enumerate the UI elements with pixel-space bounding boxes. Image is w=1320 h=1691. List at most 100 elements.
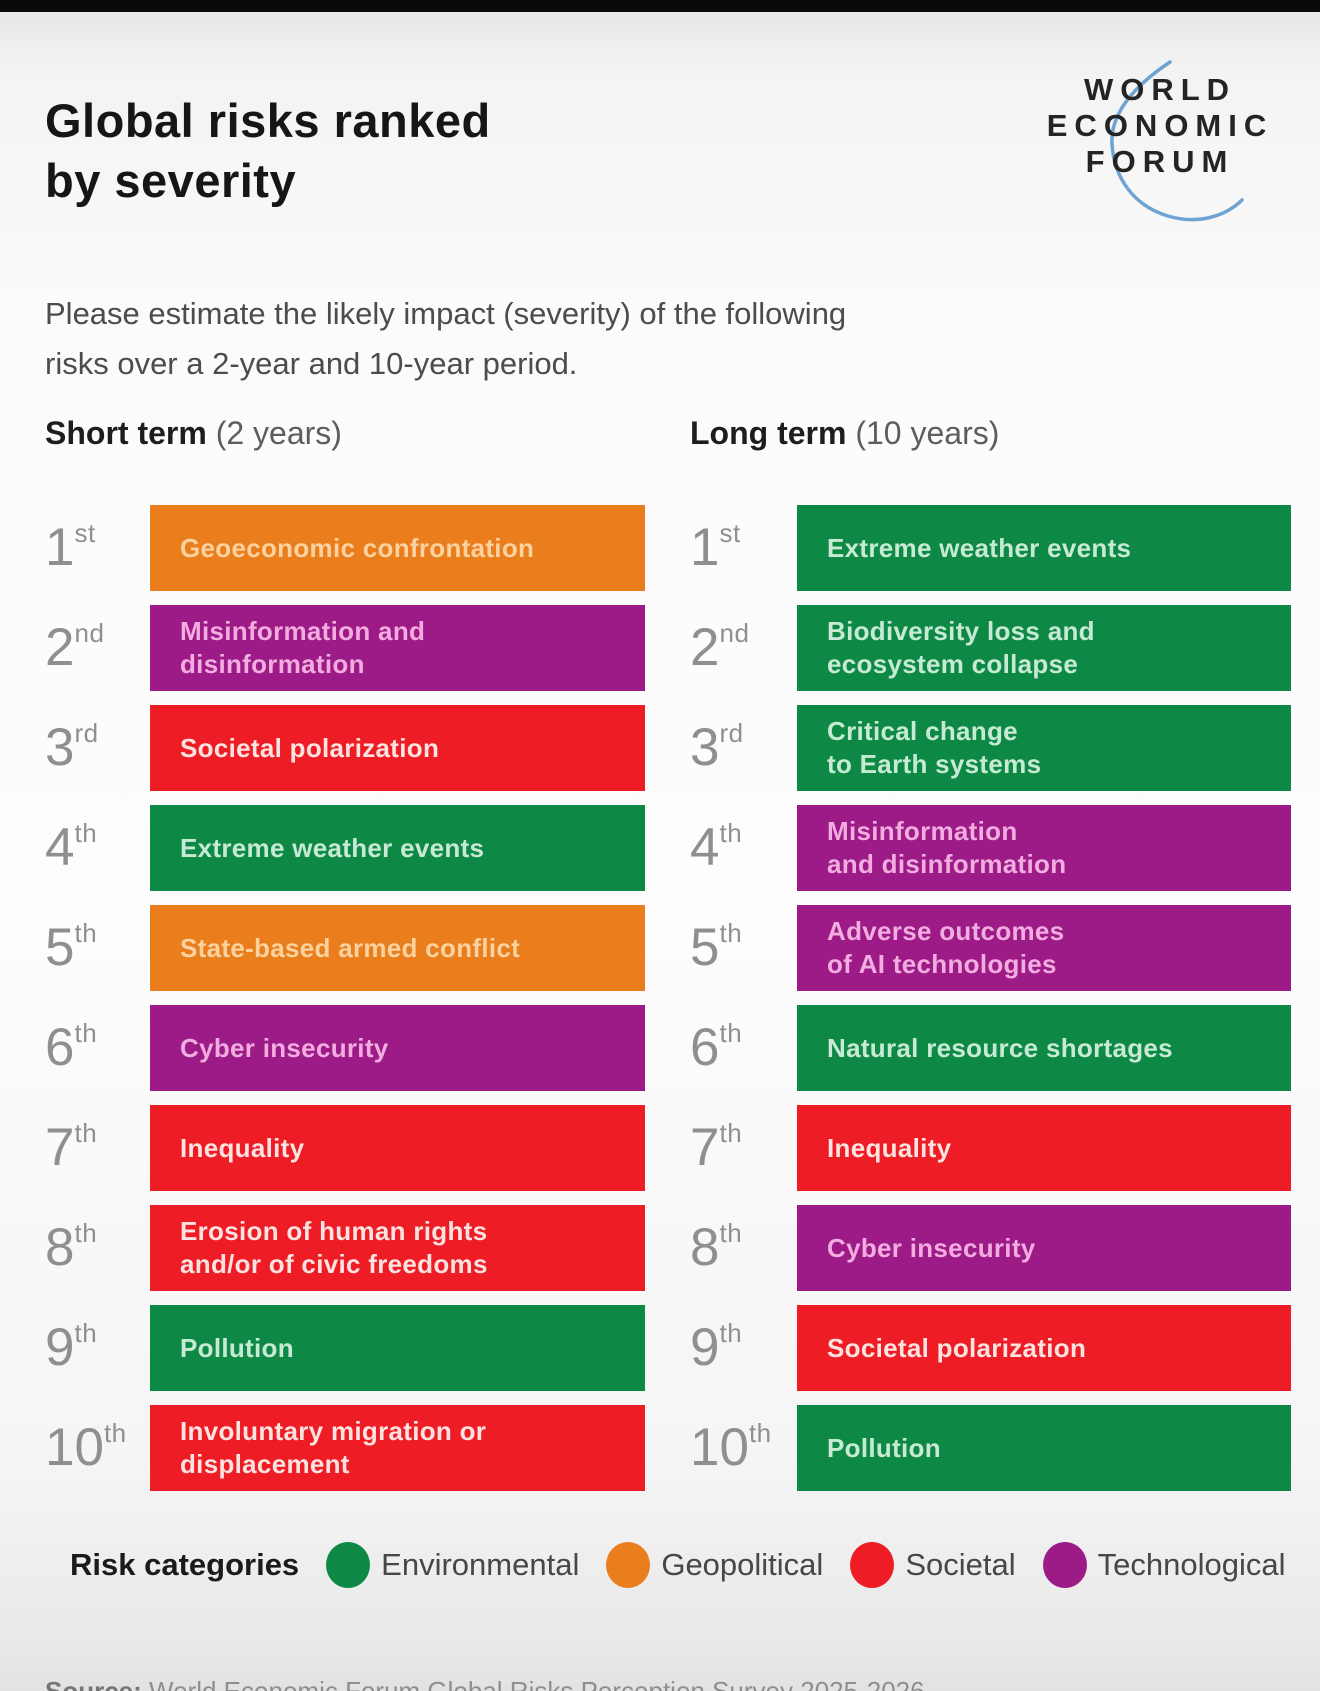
rank-suffix: st [74, 518, 96, 548]
rank-number: 1 [690, 518, 720, 577]
rank-label: 10th [690, 1405, 797, 1491]
technological-dot-icon [1042, 1542, 1087, 1588]
rank-label: 8th [45, 1205, 150, 1291]
risk-label-line1: State-based armed conflict [180, 932, 521, 963]
rank-number: 5 [690, 918, 720, 977]
risk-label-line1: Misinformation [827, 816, 1018, 846]
risk-bar: Inequality [797, 1105, 1291, 1191]
rank-number: 4 [690, 818, 720, 877]
rank-number: 10 [45, 1418, 104, 1477]
page-title-line2: by severity [45, 154, 297, 208]
rank-label: 9th [45, 1305, 150, 1391]
wef-logo-line3: FORUM [1085, 144, 1235, 179]
legend-label-technological: Technological [1097, 1547, 1286, 1582]
short-term-rows: 1st Geoeconomic confrontation 2nd Misinf… [45, 505, 645, 1491]
top-black-bar [0, 0, 1320, 12]
risk-label-line1: Pollution [827, 1432, 941, 1463]
risk-bar: Erosion of human rights and/or of civic … [150, 1205, 645, 1291]
rank-number: 2 [690, 618, 720, 677]
risk-bar: Cyber insecurity [150, 1005, 645, 1091]
short-term-column: Short term (2 years) 1st Geoeconomic con… [45, 412, 645, 1491]
rank-label: 5th [690, 905, 797, 991]
risk-bar: Societal polarization [797, 1305, 1291, 1391]
risk-row: 6th Cyber insecurity [45, 1005, 645, 1091]
risk-label-line2: ecosystem collapse [827, 649, 1079, 679]
risk-row: 2nd Biodiversity loss and ecosystem coll… [690, 605, 1291, 691]
risk-bar: Misinformation and disinformation [150, 605, 645, 691]
risk-row: 3rd Critical change to Earth systems [690, 705, 1291, 791]
rank-suffix: th [748, 1418, 772, 1448]
risk-label-line2: disinformation [180, 649, 365, 679]
wef-logo-line2: ECONOMIC [1046, 108, 1274, 143]
rank-label: 3rd [690, 705, 797, 791]
rank-label: 1st [45, 505, 150, 591]
risk-row: 10th Pollution [690, 1405, 1291, 1491]
risk-bar: Misinformation and disinformation [797, 805, 1291, 891]
risk-row: 9th Societal polarization [690, 1305, 1291, 1391]
rank-suffix: th [719, 918, 743, 948]
long-term-rows: 1st Extreme weather events 2nd Biodivers… [690, 505, 1291, 1491]
rank-suffix: th [103, 1418, 127, 1448]
rank-label: 9th [690, 1305, 797, 1391]
rank-number: 2 [45, 618, 75, 677]
risk-row: 8th Erosion of human rights and/or of ci… [45, 1205, 645, 1291]
source-text: World Economic Forum Global Risks Percep… [141, 1676, 932, 1691]
long-term-column: Long term (10 years) 1st Extreme weather… [690, 412, 1291, 1491]
risk-bar: Geoeconomic confrontation [150, 505, 645, 591]
rank-suffix: th [74, 818, 98, 848]
risk-bar: Involuntary migration or displacement [150, 1405, 645, 1491]
rank-number: 8 [690, 1218, 720, 1277]
rank-suffix: th [74, 918, 98, 948]
risk-label-line1: Adverse outcomes [827, 916, 1065, 946]
long-term-label: Long term [690, 415, 847, 451]
rank-suffix: th [719, 1018, 743, 1048]
risk-label-line2: of AI technologies [827, 949, 1057, 979]
intro-text: Please estimate the likely impact (sever… [45, 289, 846, 389]
wef-logo-text: WORLD ECONOMIC FORUM [1018, 58, 1302, 180]
risk-bar: Cyber insecurity [797, 1205, 1291, 1291]
risk-bar: Societal polarization [150, 705, 645, 791]
risk-row: 7th Inequality [690, 1105, 1291, 1191]
legend-item-societal: Societal [850, 1542, 1016, 1588]
rank-label: 7th [45, 1105, 150, 1191]
source-line: Source: World Economic Forum Global Risk… [45, 1676, 932, 1691]
risk-row: 5th State-based armed conflict [45, 905, 645, 991]
risk-label-line1: Extreme weather events [180, 832, 485, 863]
risk-label-line1: Critical change [827, 716, 1018, 746]
risk-row: 6th Natural resource shortages [690, 1005, 1291, 1091]
risk-bar: Adverse outcomes of AI technologies [797, 905, 1291, 991]
rank-label: 3rd [45, 705, 150, 791]
legend-label-geopolitical: Geopolitical [661, 1547, 824, 1582]
rank-suffix: th [719, 1218, 743, 1248]
legend-label-societal: Societal [905, 1547, 1016, 1582]
rank-label: 8th [690, 1205, 797, 1291]
risk-bar: Pollution [150, 1305, 645, 1391]
long-term-header: Long term (10 years) [690, 412, 1291, 454]
risk-label-line1: Geoeconomic confrontation [180, 532, 535, 563]
risk-label-line1: Societal polarization [180, 732, 440, 763]
long-term-period: (10 years) [846, 415, 1000, 451]
risk-row: 1st Extreme weather events [690, 505, 1291, 591]
rank-suffix: th [719, 1318, 743, 1348]
intro-line2: risks over a 2-year and 10-year period. [45, 346, 578, 381]
wef-logo: WORLD ECONOMIC FORUM [1018, 58, 1302, 233]
risk-label-line1: Cyber insecurity [180, 1032, 389, 1063]
rank-suffix: st [719, 518, 741, 548]
risk-label-line1: Extreme weather events [827, 532, 1132, 563]
risk-categories-legend: Risk categories Environmental Geopolitic… [70, 1540, 1312, 1590]
risk-label-line1: Natural resource shortages [827, 1032, 1173, 1063]
rank-label: 6th [690, 1005, 797, 1091]
wef-logo-line1: WORLD [1083, 72, 1237, 107]
short-term-label: Short term [45, 415, 207, 451]
risk-row: 1st Geoeconomic confrontation [45, 505, 645, 591]
legend-item-environmental: Environmental [326, 1542, 579, 1588]
risk-label-line1: Inequality [827, 1132, 952, 1163]
page-title-line1: Global risks ranked [45, 94, 491, 148]
risk-bar: Pollution [797, 1405, 1291, 1491]
risk-label-line1: Inequality [180, 1132, 305, 1163]
rank-number: 5 [45, 918, 75, 977]
risk-row: 9th Pollution [45, 1305, 645, 1391]
legend-item-geopolitical: Geopolitical [606, 1542, 823, 1588]
rank-label: 1st [690, 505, 797, 591]
risk-bar: Extreme weather events [797, 505, 1291, 591]
